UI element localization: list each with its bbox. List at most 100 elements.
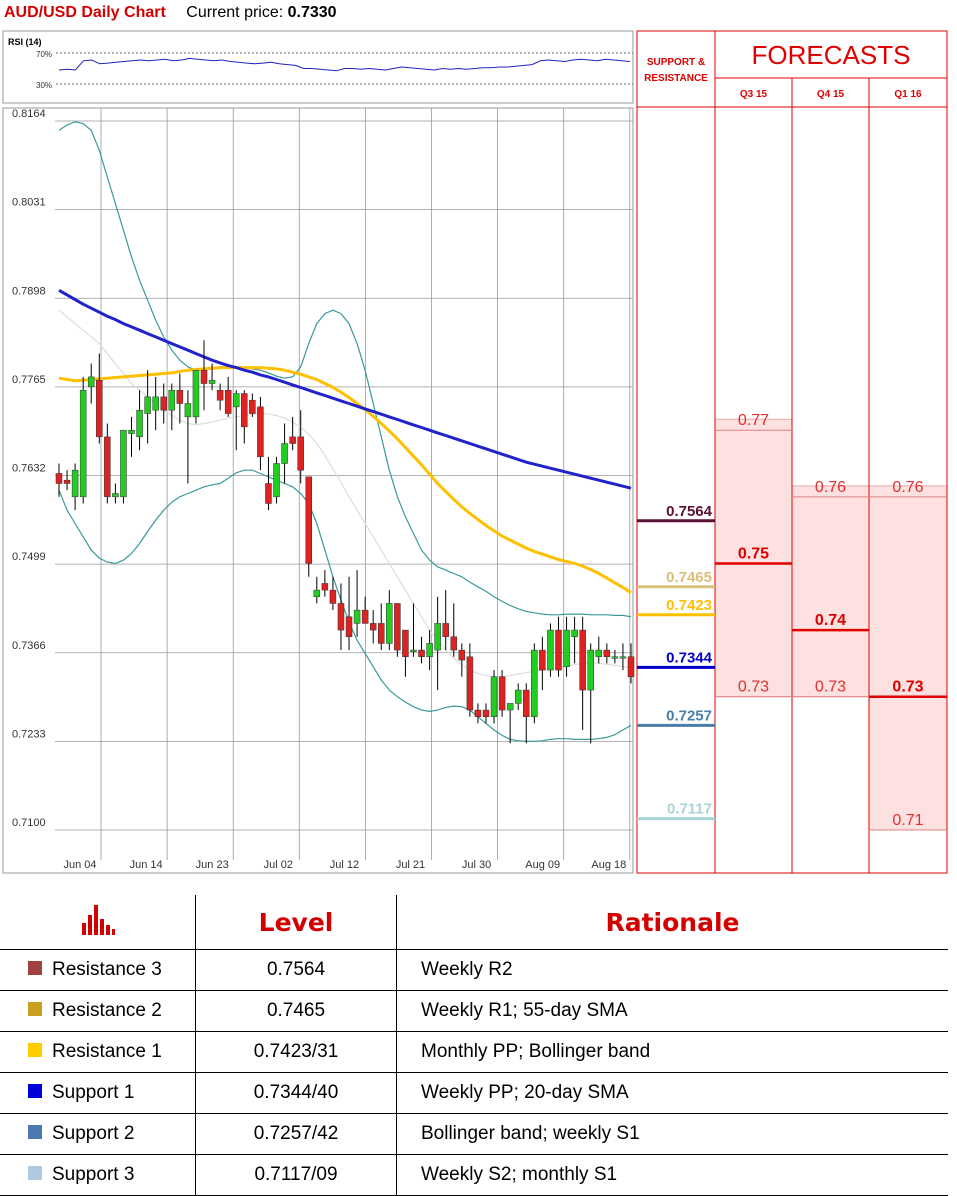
level-rationale: Weekly R2 — [396, 949, 948, 991]
level-name: Support 1 — [52, 1082, 135, 1103]
forecast-range-q3 — [714, 418, 793, 698]
x-tick-label: Jun 04 — [63, 859, 96, 871]
level-name: Resistance 1 — [52, 1041, 162, 1062]
sma55-line — [58, 366, 632, 595]
candle — [555, 616, 562, 677]
candle — [192, 369, 200, 424]
candle — [136, 390, 143, 451]
sr-level-label: 0.7465 — [666, 569, 712, 586]
x-tick-label: Jun 14 — [130, 859, 163, 871]
level-header: Level — [195, 895, 397, 950]
candle — [563, 616, 570, 677]
candle — [281, 423, 288, 484]
table-row: Resistance 3 0.7564 Weekly R2 — [0, 949, 948, 991]
y-tick-label: 0.8164 — [12, 108, 46, 120]
sr-level-label: 0.7117 — [667, 801, 712, 818]
sr-level-label: 0.7344 — [666, 649, 713, 666]
x-tick-label: Jul 02 — [264, 859, 293, 871]
candle — [265, 456, 272, 511]
x-tick-label: Jul 21 — [396, 859, 425, 871]
candle — [482, 703, 490, 724]
price-panel — [2, 107, 634, 874]
candle — [466, 643, 474, 717]
chart-title: AUD/USD Daily Chart — [4, 4, 166, 21]
candle — [571, 616, 578, 664]
forecast-value: 0.73 — [738, 679, 769, 696]
candle — [112, 483, 119, 504]
candle — [539, 636, 546, 691]
candle — [176, 373, 184, 424]
level-name-cell: Resistance 2 — [0, 990, 196, 1032]
level-rationale: Monthly PP; Bollinger band — [396, 1031, 948, 1073]
y-tick-label: 0.7765 — [12, 374, 46, 386]
forecast-range-q1 — [868, 485, 948, 831]
sr-label-2: RESISTANCE — [644, 73, 708, 84]
candle — [603, 643, 611, 664]
sma200-line — [58, 288, 632, 490]
candle — [152, 376, 159, 431]
candle — [232, 390, 240, 451]
level-name-cell: Resistance 3 — [0, 949, 196, 991]
rsi-30-label: 30% — [36, 81, 52, 90]
sr-level-label: 0.7257 — [666, 707, 712, 724]
rsi-series — [58, 57, 631, 72]
candle — [337, 583, 345, 651]
candle — [627, 643, 635, 684]
candle — [257, 396, 264, 471]
candle — [289, 416, 296, 451]
candle — [506, 703, 514, 744]
candle — [160, 383, 167, 424]
y-tick-label: 0.7632 — [12, 463, 46, 475]
table-row: Resistance 1 0.7423/31 Monthly PP; Bolling… — [0, 1031, 948, 1073]
levels-table: Level Rationale Resistance 3 0.7564 Weekly… — [0, 895, 948, 1196]
candle — [128, 416, 135, 457]
quarter-label: Q3 15 — [740, 89, 768, 100]
forecast-value: 0.76 — [892, 479, 923, 496]
rsi-label: RSI (14) — [8, 37, 42, 47]
candle — [241, 390, 248, 444]
candle — [120, 429, 127, 504]
x-tick-label: Aug 18 — [591, 859, 626, 871]
candle — [71, 463, 79, 511]
rsi-panel — [2, 30, 634, 104]
candle — [474, 703, 482, 724]
level-swatch — [28, 1001, 42, 1016]
candle — [313, 576, 321, 604]
sr-level-label: 0.7423 — [666, 597, 712, 614]
candle — [87, 363, 95, 404]
level-swatch — [28, 1165, 42, 1180]
bollinger-lower — [58, 469, 632, 743]
level-name: Resistance 2 — [52, 1000, 162, 1021]
candle — [63, 470, 71, 491]
forecast-value: 0.71 — [892, 812, 923, 829]
candle — [329, 576, 337, 611]
forecast-range-q4 — [791, 485, 870, 698]
level-name-cell: Support 1 — [0, 1072, 196, 1114]
candle — [361, 596, 369, 624]
candle — [378, 603, 385, 651]
candle — [595, 636, 603, 664]
candle — [249, 393, 256, 417]
forecast-value: 0.77 — [738, 412, 769, 429]
level-value: 0.7344/40 — [195, 1072, 397, 1114]
candle — [523, 683, 530, 744]
candle — [345, 576, 353, 651]
level-name-cell: Resistance 1 — [0, 1031, 196, 1073]
sr-label: SUPPORT & — [647, 57, 705, 68]
bar-chart-icon — [0, 895, 196, 950]
x-tick-label: Jul 12 — [330, 859, 359, 871]
y-tick-label: 0.7233 — [12, 728, 46, 740]
table-row: Resistance 2 0.7465 Weekly R1; 55-day SMA — [0, 990, 948, 1032]
candle — [434, 596, 441, 691]
candle — [200, 340, 208, 411]
candle — [305, 476, 312, 577]
table-row: Support 2 0.7257/42 Bollinger band; weekly… — [0, 1113, 948, 1155]
level-swatch — [28, 1083, 42, 1098]
forecast-value: 0.76 — [815, 479, 846, 496]
chart-header: AUD/USD Daily Chart Current price: 0.733… — [4, 4, 337, 26]
candle — [619, 643, 627, 671]
level-name: Support 2 — [52, 1123, 135, 1144]
candle — [611, 650, 619, 664]
table-row: Support 3 0.7117/09 Weekly S2; monthly S1 — [0, 1154, 948, 1196]
forecast-value: 0.73 — [815, 679, 846, 696]
